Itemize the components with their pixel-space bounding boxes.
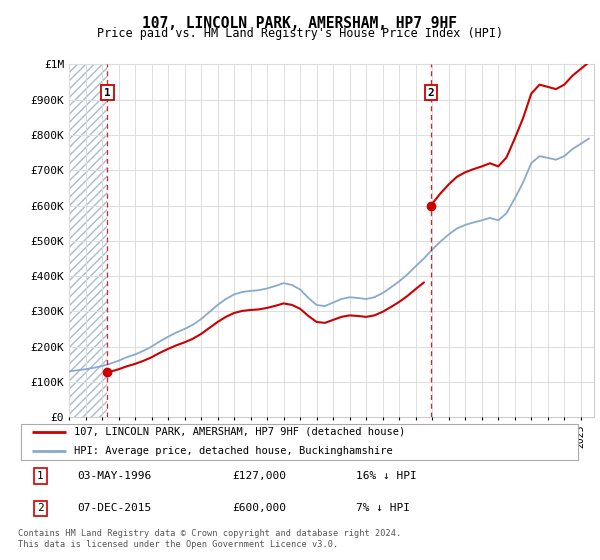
FancyBboxPatch shape xyxy=(21,424,578,460)
Text: 7% ↓ HPI: 7% ↓ HPI xyxy=(356,503,410,514)
Text: £600,000: £600,000 xyxy=(232,503,286,514)
Text: 107, LINCOLN PARK, AMERSHAM, HP7 9HF: 107, LINCOLN PARK, AMERSHAM, HP7 9HF xyxy=(143,16,458,31)
Text: Price paid vs. HM Land Registry's House Price Index (HPI): Price paid vs. HM Land Registry's House … xyxy=(97,27,503,40)
Text: 2: 2 xyxy=(37,503,44,514)
Text: £127,000: £127,000 xyxy=(232,471,286,481)
Polygon shape xyxy=(69,64,107,417)
Text: HPI: Average price, detached house, Buckinghamshire: HPI: Average price, detached house, Buck… xyxy=(74,446,393,456)
Text: 1: 1 xyxy=(104,87,111,97)
Text: 2: 2 xyxy=(428,87,434,97)
Text: 03-MAY-1996: 03-MAY-1996 xyxy=(77,471,151,481)
Text: 07-DEC-2015: 07-DEC-2015 xyxy=(77,503,151,514)
Text: 107, LINCOLN PARK, AMERSHAM, HP7 9HF (detached house): 107, LINCOLN PARK, AMERSHAM, HP7 9HF (de… xyxy=(74,427,406,437)
Text: 1: 1 xyxy=(37,471,44,481)
Text: 16% ↓ HPI: 16% ↓ HPI xyxy=(356,471,417,481)
Text: Contains HM Land Registry data © Crown copyright and database right 2024.
This d: Contains HM Land Registry data © Crown c… xyxy=(18,529,401,549)
